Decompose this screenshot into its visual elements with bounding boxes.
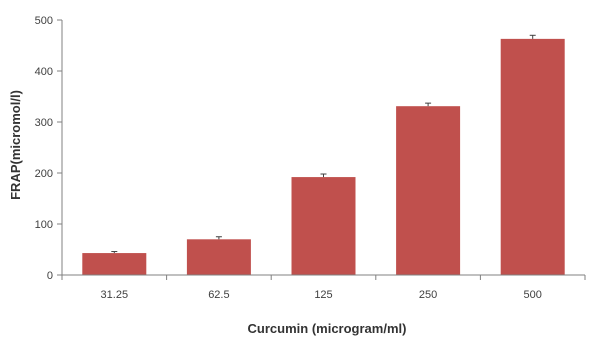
x-axis-ticks: 31.25 62.5 125 250 500	[61, 275, 586, 301]
error-bars	[111, 34, 536, 254]
x-tick-label: 62.5	[208, 289, 229, 301]
y-tick-label: 400	[35, 66, 53, 78]
bar-250	[396, 106, 461, 275]
bars	[82, 38, 565, 276]
bar-500	[500, 38, 565, 276]
y-axis-ticks: 0 100 200 300 400 500	[35, 15, 62, 282]
y-tick-label: 100	[35, 219, 53, 231]
x-tick-label: 31.25	[101, 289, 129, 301]
x-tick-label: 125	[314, 289, 332, 301]
y-tick-label: 0	[47, 270, 53, 282]
bar-125	[291, 177, 356, 275]
bar-31.25	[82, 253, 147, 275]
x-tick-label: 500	[524, 289, 542, 301]
bar-62.5	[186, 239, 251, 275]
y-tick-label: 300	[35, 117, 53, 129]
y-tick-label: 200	[35, 168, 53, 180]
y-tick-label: 500	[35, 15, 53, 27]
x-tick-label: 250	[419, 289, 437, 301]
y-axis-title: FRAP(micromol/l)	[8, 90, 23, 200]
x-axis-title: Curcumin (microgram/ml)	[248, 321, 407, 336]
